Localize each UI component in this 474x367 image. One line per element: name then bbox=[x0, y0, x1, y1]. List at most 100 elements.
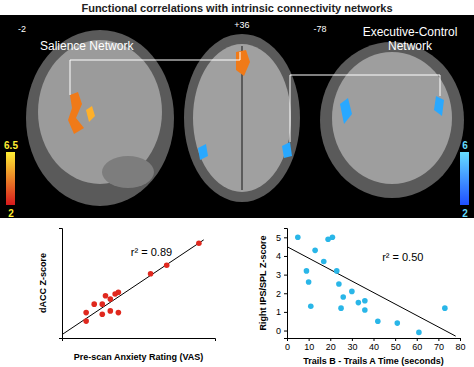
point bbox=[308, 304, 314, 310]
coronal-brain bbox=[332, 52, 452, 184]
tick-mark bbox=[460, 338, 461, 341]
tick: 60 bbox=[412, 338, 422, 352]
tick-label: 1 bbox=[276, 307, 281, 317]
axial-head bbox=[184, 34, 300, 202]
tick-label: 50 bbox=[391, 342, 401, 352]
tick: 30 bbox=[347, 338, 357, 352]
trend-line bbox=[62, 240, 204, 335]
tick: 40 bbox=[369, 338, 379, 352]
y-axis bbox=[59, 229, 63, 339]
figure-title: Functional correlations with intrinsic c… bbox=[81, 2, 392, 14]
tick: 0 bbox=[285, 338, 290, 352]
tick-label: 60 bbox=[412, 342, 422, 352]
point bbox=[416, 330, 422, 336]
slice-label: -78 bbox=[313, 24, 326, 34]
tick: 80 bbox=[455, 338, 465, 352]
tick-mark bbox=[309, 338, 310, 341]
tick: 1 bbox=[276, 307, 287, 317]
point bbox=[148, 271, 154, 277]
point bbox=[103, 293, 109, 299]
colorbar-label: 2 bbox=[462, 208, 468, 219]
axial-brain bbox=[193, 44, 291, 192]
image-background bbox=[0, 15, 474, 218]
x-axis-line bbox=[63, 339, 216, 342]
tick-label: 40 bbox=[369, 342, 379, 352]
point bbox=[99, 312, 105, 318]
connector bbox=[395, 75, 440, 96]
annotation: r² = 0.50 bbox=[382, 251, 423, 263]
plot-area bbox=[62, 240, 204, 335]
tick-label: 30 bbox=[347, 342, 357, 352]
point bbox=[356, 300, 362, 306]
coronal-activation bbox=[340, 98, 352, 124]
tick-label: 5 bbox=[276, 233, 281, 243]
connector bbox=[70, 60, 71, 95]
tick-label: 3 bbox=[276, 270, 281, 280]
y-axis-title: dACC Z-score bbox=[38, 253, 48, 313]
connector bbox=[70, 60, 240, 61]
point bbox=[338, 305, 344, 311]
figure: Functional correlations with intrinsic c… bbox=[0, 0, 474, 367]
sagittal-cerebellum bbox=[102, 156, 154, 188]
point bbox=[83, 318, 89, 324]
colorbar bbox=[460, 152, 469, 205]
tick-label: 2 bbox=[276, 289, 281, 299]
point bbox=[295, 235, 301, 241]
network-label: Salience Network bbox=[40, 39, 134, 53]
point bbox=[91, 301, 97, 307]
axial-activation bbox=[236, 50, 250, 76]
connector bbox=[240, 52, 241, 60]
colorbar bbox=[6, 152, 15, 205]
tick-label: 0 bbox=[285, 342, 290, 352]
network-label: Executive-ControlNetwork bbox=[363, 25, 458, 53]
x-axis-title: Trails B - Trails A Time (seconds) bbox=[303, 356, 444, 366]
point bbox=[349, 289, 355, 295]
point bbox=[330, 235, 336, 241]
colorbar-label: 2 bbox=[8, 208, 14, 219]
tick-label: 80 bbox=[455, 342, 465, 352]
point bbox=[321, 259, 327, 265]
x-axis-title: Pre-scan Anxiety Rating (VAS) bbox=[74, 352, 204, 362]
tick-mark bbox=[284, 331, 287, 332]
point bbox=[442, 305, 448, 311]
scatter-chart: 01020304050607080012345r² = 0.50Trails B… bbox=[258, 229, 466, 367]
tick: 50 bbox=[391, 338, 401, 352]
tick-mark bbox=[438, 338, 439, 341]
plot-area bbox=[287, 235, 456, 337]
colorbar-label: 6 bbox=[462, 140, 468, 151]
scatter-chart: r² = 0.89 Pre-scan Anxiety Rating (VAS) dA… bbox=[38, 229, 216, 363]
point bbox=[108, 308, 114, 314]
tick-mark bbox=[352, 338, 353, 341]
brain-images bbox=[26, 30, 464, 206]
x-axis bbox=[63, 339, 216, 342]
x-axis-line bbox=[288, 339, 461, 342]
tick-label: 70 bbox=[434, 342, 444, 352]
coronal-head bbox=[320, 42, 464, 198]
slice-label: -2 bbox=[18, 24, 26, 34]
tick: 4 bbox=[276, 251, 287, 261]
axial-activation bbox=[282, 142, 292, 158]
sagittal-activation bbox=[68, 92, 84, 134]
annotation: r² = 0.89 bbox=[131, 246, 172, 258]
point bbox=[196, 240, 202, 246]
point bbox=[394, 320, 400, 326]
point bbox=[108, 296, 114, 302]
point bbox=[375, 318, 381, 324]
tick-label: 20 bbox=[326, 342, 336, 352]
tick-mark bbox=[284, 237, 287, 238]
slice-label: +36 bbox=[234, 20, 249, 30]
colorbar-label: 6.5 bbox=[4, 140, 18, 151]
tick: 3 bbox=[276, 270, 287, 280]
y-axis-line bbox=[59, 229, 63, 339]
point bbox=[336, 281, 342, 287]
point bbox=[116, 290, 122, 296]
point bbox=[312, 248, 318, 254]
point bbox=[362, 298, 368, 304]
tick-mark bbox=[374, 338, 375, 341]
point bbox=[306, 279, 312, 285]
tick-mark bbox=[284, 275, 287, 276]
tick: 70 bbox=[434, 338, 444, 352]
coronal-activation bbox=[434, 96, 444, 116]
point bbox=[116, 310, 122, 316]
y-axis-title: Right IPS/SPL Z-score bbox=[258, 236, 268, 331]
